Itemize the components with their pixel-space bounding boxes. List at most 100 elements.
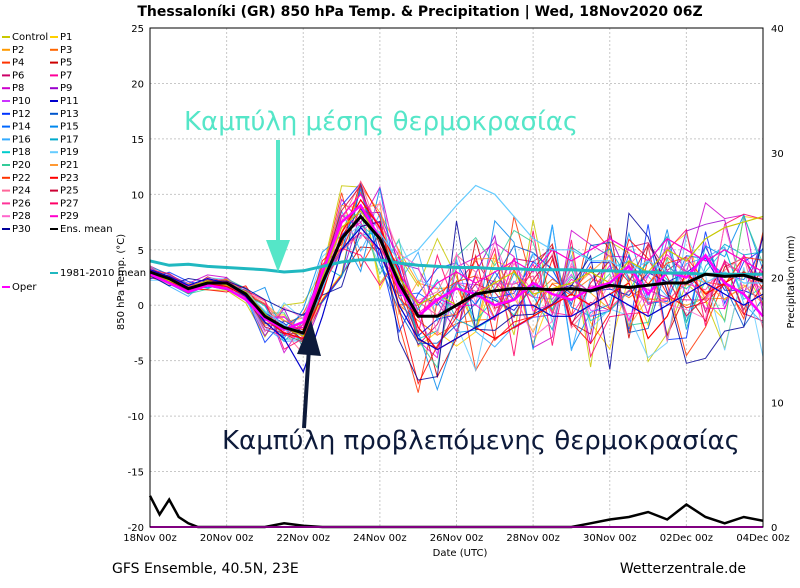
x-tick-label: 02Dec 00z xyxy=(660,533,713,544)
mean-curve-arrow xyxy=(266,140,290,272)
y2-tick-label: 10 xyxy=(771,398,784,409)
legend-item: P29 xyxy=(50,211,79,222)
legend-label: P21 xyxy=(60,160,79,171)
y2-axis-ticks: 40 30 20 10 0 xyxy=(771,24,784,534)
legend-label: Oper xyxy=(12,282,37,293)
legend-item: P8 xyxy=(2,83,24,94)
forecast-curve-annotation: Καμπύλη προβλεπόμενης θερμοκρασίας xyxy=(222,426,740,456)
legend-label: P7 xyxy=(60,70,72,81)
legend-label: P6 xyxy=(12,70,24,81)
member-line-p27 xyxy=(149,213,764,359)
y2-tick-label: 0 xyxy=(771,523,777,534)
mean-curve-annotation: Καμπύλη μέσης θερμοκρασίας xyxy=(184,107,578,137)
legend-item: P27 xyxy=(50,198,79,209)
legend-item: P18 xyxy=(2,147,31,158)
plot-frame xyxy=(149,27,764,528)
legend-label: P10 xyxy=(12,96,31,107)
legend-label: P1 xyxy=(60,32,72,43)
y-tick-label: -20 xyxy=(128,523,144,534)
legend-label: P22 xyxy=(12,173,31,184)
legend-label: 1981-2010 mean xyxy=(60,268,146,279)
legend-item: P24 xyxy=(2,186,31,197)
legend-label: Control xyxy=(12,32,48,43)
y-tick-label: 25 xyxy=(131,24,144,35)
y2-tick-label: 40 xyxy=(771,24,784,35)
x-axis-label: Date (UTC) xyxy=(433,548,488,559)
legend-label: P3 xyxy=(60,45,72,56)
legend-item-climate: 1981-2010 mean xyxy=(50,268,146,279)
legend-label: P12 xyxy=(12,109,31,120)
legend-item: P7 xyxy=(50,70,72,81)
y2-tick-label: 30 xyxy=(771,149,784,160)
legend-label: P2 xyxy=(12,45,24,56)
legend-item: P14 xyxy=(2,122,31,133)
x-tick-label: 22Nov 00z xyxy=(277,533,330,544)
y-tick-label: -15 xyxy=(128,468,144,479)
series-line-p19 xyxy=(149,184,763,334)
legend-label: P9 xyxy=(60,83,72,94)
legend-label: P20 xyxy=(12,160,31,171)
member-line-p28 xyxy=(149,200,764,339)
series-line-1981-2010-mean xyxy=(149,258,763,276)
legend-item: P3 xyxy=(50,45,72,56)
legend-item: P6 xyxy=(2,70,24,81)
legend-item: P23 xyxy=(50,173,79,184)
x-axis-ticks: 18Nov 00z 20Nov 00z 22Nov 00z 24Nov 00z 26No… xyxy=(123,533,789,544)
y-tick-label: 20 xyxy=(131,79,144,90)
legend-label: Ens. mean xyxy=(60,224,113,235)
chart-title: Thessaloníki (GR) 850 hPa Temp. & Precip… xyxy=(137,4,702,20)
member-line-p19 xyxy=(149,223,764,372)
legend-item: Control xyxy=(2,32,48,43)
legend-label: P15 xyxy=(60,122,79,133)
y-axis-ticks: 25 20 15 10 5 0 -5 -10 -15 -20 xyxy=(128,24,144,534)
legend-label: P27 xyxy=(60,198,79,209)
y2-tick-label: 20 xyxy=(771,274,784,285)
legend-item: P26 xyxy=(2,198,31,209)
legend-label: P29 xyxy=(60,211,79,222)
y-axis-label: 850 hPa Temp. (°C) xyxy=(116,234,127,330)
legend-item: P4 xyxy=(2,58,24,69)
x-tick-label: 20Nov 00z xyxy=(200,533,253,544)
x-tick-label: 24Nov 00z xyxy=(353,533,406,544)
legend-label: P17 xyxy=(60,134,79,145)
footer-source: GFS Ensemble, 40.5N, 23E xyxy=(112,561,299,577)
y-tick-label: 10 xyxy=(131,190,144,201)
legend-label: P25 xyxy=(60,186,79,197)
legend-label: P5 xyxy=(60,58,72,69)
legend-item: P12 xyxy=(2,109,31,120)
legend-label: P26 xyxy=(12,198,31,209)
legend-item: P30 xyxy=(2,224,31,235)
y2-axis-label: Precipitation (mm) xyxy=(786,235,797,328)
legend-item: P9 xyxy=(50,83,72,94)
legend-item: P22 xyxy=(2,173,31,184)
series-lines xyxy=(149,184,764,374)
series-line-ens-mean xyxy=(149,214,764,335)
forecast-curve-arrow xyxy=(297,320,321,429)
legend-item: P21 xyxy=(50,160,79,171)
legend-label: P18 xyxy=(12,147,31,158)
member-line-p15 xyxy=(149,187,764,392)
legend-label: P16 xyxy=(12,134,31,145)
footer-credit: Wetterzentrale.de xyxy=(620,561,746,577)
legend-label: P14 xyxy=(12,122,31,133)
legend: Control P1 P2 P3 P4 P5 P6 P7 P8 P9 P10 P11 P12 P13 P14… xyxy=(2,32,146,293)
x-tick-label: 26Nov 00z xyxy=(430,533,483,544)
legend-label: P11 xyxy=(60,96,79,107)
y-tick-label: 0 xyxy=(138,301,144,312)
legend-label: P13 xyxy=(60,109,79,120)
y-tick-label: -5 xyxy=(134,357,144,368)
legend-item: P5 xyxy=(50,58,72,69)
series-line-oper xyxy=(149,203,764,331)
legend-item: P15 xyxy=(50,122,79,133)
legend-item: P20 xyxy=(2,160,31,171)
x-tick-label: 30Nov 00z xyxy=(583,533,636,544)
legend-item: P25 xyxy=(50,186,79,197)
legend-label: P23 xyxy=(60,173,79,184)
legend-label: P8 xyxy=(12,83,24,94)
x-tick-label: 18Nov 00z xyxy=(123,533,176,544)
legend-item: P13 xyxy=(50,109,79,120)
legend-item: P19 xyxy=(50,147,79,158)
legend-item: P28 xyxy=(2,211,31,222)
y-tick-label: 5 xyxy=(138,246,144,257)
